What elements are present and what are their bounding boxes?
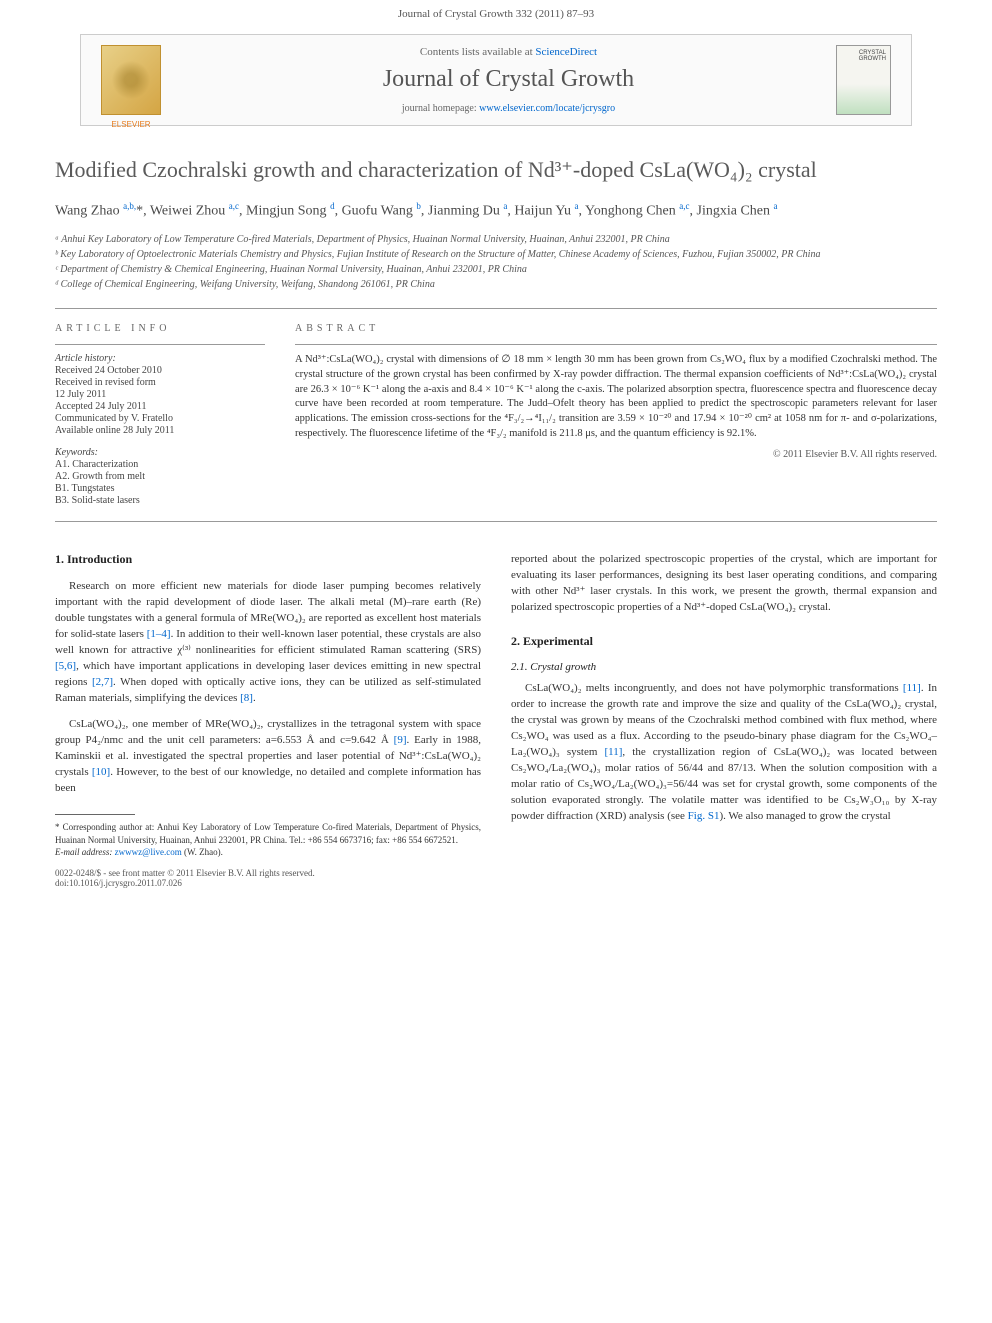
email-footnote: E-mail address: zwwwz@live.com (W. Zhao)…: [55, 846, 481, 858]
doi-block: 0022-0248/$ - see front matter © 2011 El…: [55, 868, 937, 888]
divider-bottom: [55, 521, 937, 522]
exp-para-1: CsLa(WO₄)₂ melts incongruently, and does…: [511, 681, 937, 824]
keyword-line: A1. Characterization: [55, 459, 265, 470]
copyright: © 2011 Elsevier B.V. All rights reserved…: [295, 449, 937, 460]
right-column: reported about the polarized spectroscop…: [511, 552, 937, 858]
history-line: Accepted 24 July 2011: [55, 401, 265, 412]
section-2-1-heading: 2.1. Crystal growth: [511, 661, 937, 673]
affiliation-line: ᵇ Key Laboratory of Optoelectronic Mater…: [55, 248, 937, 262]
footnote-separator: [55, 814, 135, 815]
body-columns: 1. Introduction Research on more efficie…: [55, 552, 937, 858]
history-label: Article history:: [55, 353, 265, 364]
history-line: 12 July 2011: [55, 389, 265, 400]
doi-line: doi:10.1016/j.jcrysgro.2011.07.026: [55, 878, 937, 888]
affiliation-line: ᶜ Department of Chemistry & Chemical Eng…: [55, 263, 937, 277]
header-citation: Journal of Crystal Growth 332 (2011) 87–…: [0, 0, 992, 24]
intro-para-2: CsLa(WO₄)₂, one member of MRe(WO₄)₂, cry…: [55, 717, 481, 797]
article-title: Modified Czochralski growth and characte…: [55, 156, 937, 185]
abstract-heading: ABSTRACT: [295, 323, 937, 334]
affiliation-line: ᵈ College of Chemical Engineering, Weifa…: [55, 278, 937, 292]
homepage-link[interactable]: www.elsevier.com/locate/jcrysgro: [479, 103, 615, 114]
keywords-label: Keywords:: [55, 447, 265, 458]
history-line: Available online 28 July 2011: [55, 425, 265, 436]
history-line: Received 24 October 2010: [55, 365, 265, 376]
journal-cover-thumbnail: CRYSTAL GROWTH: [836, 45, 891, 115]
affiliations: ᵃ Anhui Key Laboratory of Low Temperatur…: [55, 233, 937, 292]
intro-para-3: reported about the polarized spectroscop…: [511, 552, 937, 616]
corresponding-author-footnote: * Corresponding author at: Anhui Key Lab…: [55, 821, 481, 845]
sciencedirect-link[interactable]: ScienceDirect: [535, 46, 597, 58]
journal-name: Journal of Crystal Growth: [181, 66, 836, 93]
intro-para-1: Research on more efficient new materials…: [55, 579, 481, 707]
email-link[interactable]: zwwwz@live.com: [115, 847, 182, 857]
divider-top: [55, 308, 937, 309]
elsevier-name: ELSEVIER: [101, 120, 161, 129]
contents-box: ELSEVIER Contents lists available at Sci…: [80, 34, 912, 126]
abstract-text: A Nd³⁺:CsLa(WO₄)₂ crystal with dimension…: [295, 353, 937, 441]
history-line: Communicated by V. Fratello: [55, 413, 265, 424]
article-info-sidebar: ARTICLE INFO Article history: Received 2…: [55, 323, 265, 507]
contents-available: Contents lists available at ScienceDirec…: [181, 46, 836, 58]
keyword-line: B1. Tungstates: [55, 483, 265, 494]
authors-list: Wang Zhao a,b,*, Weiwei Zhou a,c, Mingju…: [55, 201, 937, 220]
history-line: Received in revised form: [55, 377, 265, 388]
section-1-heading: 1. Introduction: [55, 552, 481, 567]
elsevier-logo: [101, 45, 161, 115]
section-2-heading: 2. Experimental: [511, 634, 937, 649]
left-column: 1. Introduction Research on more efficie…: [55, 552, 481, 858]
abstract-column: ABSTRACT A Nd³⁺:CsLa(WO₄)₂ crystal with …: [295, 323, 937, 507]
article-info-heading: ARTICLE INFO: [55, 323, 265, 334]
keyword-line: A2. Growth from melt: [55, 471, 265, 482]
journal-homepage: journal homepage: www.elsevier.com/locat…: [181, 103, 836, 114]
front-matter-line: 0022-0248/$ - see front matter © 2011 El…: [55, 868, 937, 878]
keyword-line: B3. Solid-state lasers: [55, 495, 265, 506]
affiliation-line: ᵃ Anhui Key Laboratory of Low Temperatur…: [55, 233, 937, 247]
